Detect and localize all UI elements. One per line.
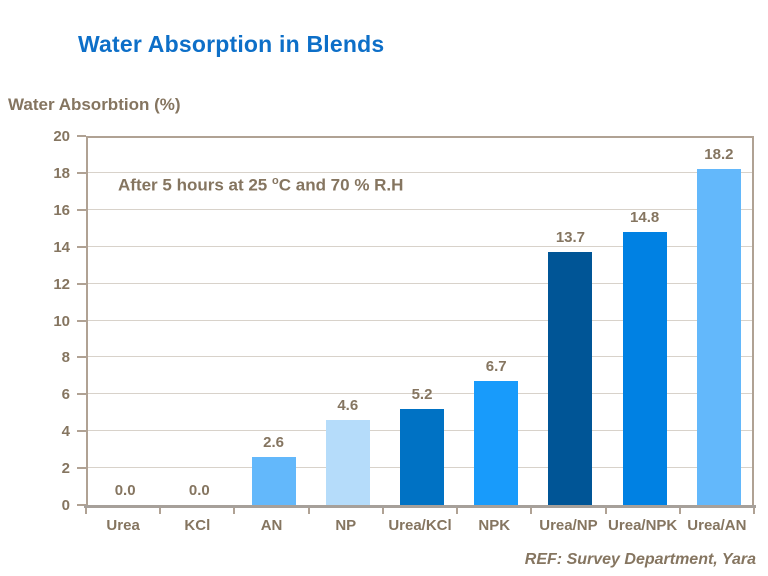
- x-label-NPK: NPK: [478, 517, 511, 534]
- annotation-suffix: C and 70 % R.H: [278, 175, 404, 195]
- bar-Urea/NP: [548, 252, 593, 505]
- footer-reference: REF: Survey Department, Yara: [524, 551, 756, 568]
- x-label-Urea/AN: Urea/AN: [687, 517, 747, 534]
- x-axis: Urea KCl AN NP Urea/KCl NPK Urea/NP Urea/NPK Ure…: [85, 508, 755, 548]
- x-tick-8: [678, 508, 681, 514]
- bar-value-NPK: 6.7: [485, 358, 507, 376]
- gridline-12: [88, 282, 752, 284]
- y-tick-label-18: 18: [53, 164, 70, 182]
- x-tick-4: [381, 508, 384, 514]
- y-axis-title: Water Absorbtion (%): [8, 95, 181, 114]
- gridline-14: [88, 245, 752, 247]
- x-label-Urea: Urea: [106, 517, 140, 534]
- y-axis: 0 2 4 6 8 10 12 14 16 18 20: [0, 128, 86, 514]
- bar-NP: [325, 420, 370, 505]
- plot-area: After 5 hours at 25 oC and 70 % R.H 0.0 0…: [86, 136, 754, 505]
- y-tick-8: [77, 356, 86, 359]
- y-tick-10: [77, 319, 86, 322]
- x-tick-2: [233, 508, 236, 514]
- x-tick-9: [753, 508, 755, 514]
- bar-NPK: [474, 381, 519, 505]
- y-tick-label-16: 16: [53, 201, 70, 219]
- x-axis-line: [84, 505, 756, 508]
- gridline-10: [88, 319, 752, 321]
- y-tick-label-0: 0: [61, 497, 70, 514]
- y-tick-2: [77, 467, 86, 470]
- bar-Urea/NPK: [622, 231, 667, 505]
- bar-value-Urea/NP: 13.7: [555, 229, 586, 247]
- x-label-Urea/NP: Urea/NP: [539, 517, 598, 534]
- y-tick-4: [77, 430, 86, 433]
- x-tick-0: [85, 508, 87, 514]
- bar-Urea/KCl: [400, 409, 444, 505]
- y-tick-label-14: 14: [53, 238, 70, 256]
- annotation-prefix: After 5 hours at 25: [118, 175, 272, 195]
- bar-value-Urea/AN: 18.2: [704, 146, 734, 164]
- x-label-NP: NP: [335, 517, 357, 534]
- y-tick-16: [77, 208, 86, 211]
- gridline-8: [88, 356, 752, 358]
- y-tick-label-6: 6: [61, 386, 70, 404]
- x-label-AN: AN: [260, 517, 283, 534]
- y-tick-0: [77, 504, 86, 506]
- y-tick-14: [77, 245, 86, 248]
- chart-annotation: After 5 hours at 25 oC and 70 % R.H: [118, 175, 403, 196]
- y-tick-18: [77, 171, 86, 174]
- y-tick-label-10: 10: [53, 312, 70, 330]
- x-tick-1: [159, 508, 162, 514]
- x-tick-7: [604, 508, 607, 514]
- x-tick-6: [530, 508, 533, 514]
- bar-value-AN: 2.6: [263, 434, 284, 452]
- bar-value-KCl: 0.0: [188, 482, 210, 499]
- y-tick-label-8: 8: [61, 349, 70, 367]
- x-tick-5: [456, 508, 459, 514]
- gridline-16: [88, 208, 752, 210]
- annotation-degree-sup: o: [272, 175, 279, 187]
- x-label-Urea/NPK: Urea/NPK: [608, 517, 678, 534]
- gridline-18: [88, 171, 752, 173]
- bar-value-Urea/NPK: 14.8: [630, 208, 660, 226]
- bar-value-Urea/KCl: 5.2: [411, 386, 433, 404]
- y-tick-20: [77, 135, 86, 137]
- y-tick-label-12: 12: [53, 275, 70, 293]
- y-tick-label-2: 2: [61, 460, 70, 478]
- bar-AN: [251, 457, 296, 505]
- page-title: Water Absorption in Blends: [78, 31, 385, 57]
- y-tick-label-4: 4: [61, 423, 70, 441]
- y-tick-6: [77, 393, 86, 396]
- bar-value-NP: 4.6: [337, 397, 359, 415]
- gridline-6: [88, 393, 752, 395]
- x-label-KCl: KCl: [184, 517, 211, 534]
- bar-Urea/AN: [696, 169, 741, 505]
- x-label-Urea/KCl: Urea/KCl: [388, 517, 452, 534]
- y-tick-12: [77, 282, 86, 285]
- x-tick-3: [307, 508, 310, 514]
- bar-value-Urea: 0.0: [114, 482, 136, 499]
- y-tick-label-20: 20: [53, 128, 70, 145]
